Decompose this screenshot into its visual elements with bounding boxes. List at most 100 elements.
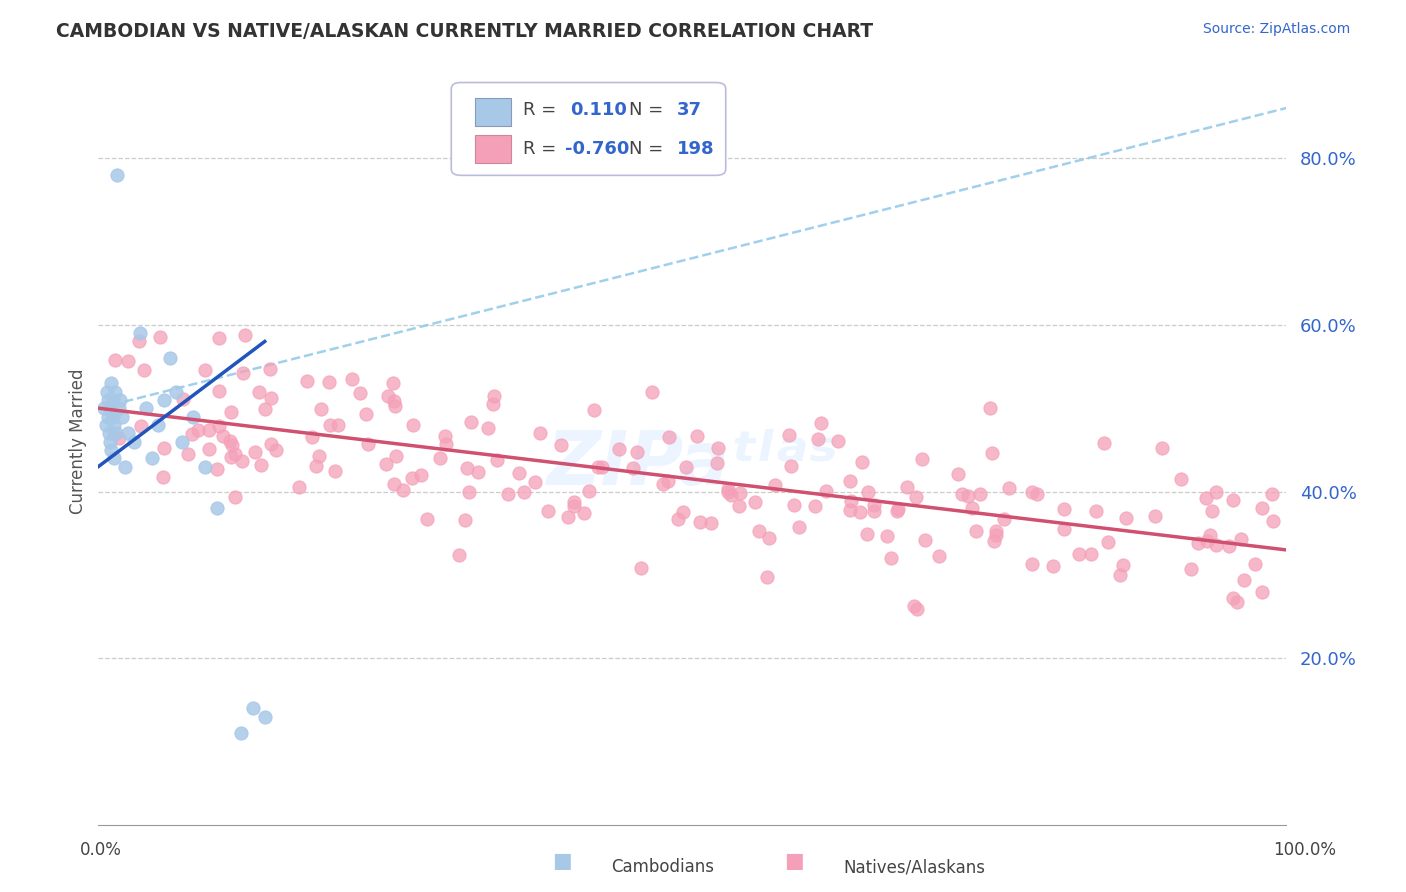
Point xyxy=(249,458,271,472)
Point xyxy=(666,511,689,525)
Point xyxy=(965,524,987,538)
Text: Cambodians: Cambodians xyxy=(612,858,714,876)
Point xyxy=(194,459,217,474)
Point xyxy=(221,405,243,419)
Point xyxy=(562,495,585,509)
Point xyxy=(946,467,969,482)
Text: ■: ■ xyxy=(785,851,804,871)
Text: N =: N = xyxy=(630,101,664,119)
Point xyxy=(456,461,478,475)
Point xyxy=(839,494,862,508)
Point xyxy=(641,385,664,400)
Point xyxy=(886,504,908,518)
Point xyxy=(114,459,136,474)
Point xyxy=(100,376,122,391)
Point xyxy=(208,384,231,398)
Point xyxy=(1222,493,1244,508)
Point xyxy=(856,527,879,541)
Point xyxy=(969,486,991,500)
Point xyxy=(135,401,157,416)
Point xyxy=(1053,501,1076,516)
Point xyxy=(326,417,349,432)
Point xyxy=(232,366,254,380)
Point xyxy=(382,477,405,491)
Point xyxy=(101,392,124,407)
Point xyxy=(863,504,886,518)
Point xyxy=(100,405,122,419)
Point xyxy=(780,459,803,474)
Point xyxy=(887,502,910,516)
Point xyxy=(537,503,560,517)
Point xyxy=(159,351,181,366)
Point xyxy=(1067,547,1090,561)
Point xyxy=(323,464,346,478)
Text: CAMBODIAN VS NATIVE/ALASKAN CURRENTLY MARRIED CORRELATION CHART: CAMBODIAN VS NATIVE/ALASKAN CURRENTLY MA… xyxy=(56,22,873,41)
Text: 37: 37 xyxy=(678,101,702,119)
Point xyxy=(467,465,489,479)
Point xyxy=(630,561,652,575)
Point xyxy=(177,447,200,461)
FancyBboxPatch shape xyxy=(475,136,510,162)
Point xyxy=(416,512,439,526)
Point xyxy=(264,443,287,458)
Point xyxy=(607,442,630,457)
Point xyxy=(562,499,585,513)
Point xyxy=(381,376,404,391)
Point xyxy=(1205,538,1227,552)
Point xyxy=(1230,532,1253,546)
Point xyxy=(758,532,780,546)
Point xyxy=(588,460,610,475)
Point xyxy=(482,389,505,403)
Point xyxy=(986,528,1008,542)
Point xyxy=(950,487,973,501)
Point xyxy=(434,437,457,451)
Point xyxy=(187,423,209,437)
Point xyxy=(810,416,832,430)
Point xyxy=(1053,522,1076,536)
Point xyxy=(429,450,451,465)
Point xyxy=(103,451,125,466)
Point xyxy=(134,363,156,377)
FancyBboxPatch shape xyxy=(451,83,725,176)
Point xyxy=(1233,574,1256,588)
Point xyxy=(1205,485,1227,500)
Point xyxy=(748,524,770,539)
Point xyxy=(382,393,405,408)
Point xyxy=(983,533,1005,548)
Point xyxy=(905,601,928,615)
Point xyxy=(557,510,579,524)
Point xyxy=(149,330,172,344)
Point xyxy=(107,168,129,182)
Point xyxy=(295,374,318,388)
Text: 0.0%: 0.0% xyxy=(80,840,122,858)
Point xyxy=(717,485,740,500)
Point xyxy=(104,353,127,368)
Point xyxy=(1143,509,1166,524)
Point xyxy=(207,501,229,516)
Point xyxy=(224,490,246,504)
Point xyxy=(803,499,825,513)
Point xyxy=(1218,539,1240,553)
Point xyxy=(1115,510,1137,524)
Point xyxy=(574,506,596,520)
Point xyxy=(212,429,235,443)
Point xyxy=(458,484,481,499)
Point xyxy=(815,483,838,498)
Point xyxy=(107,401,129,416)
Point xyxy=(880,550,903,565)
Point xyxy=(97,392,120,407)
Point xyxy=(385,449,408,463)
Point xyxy=(245,445,267,459)
Point xyxy=(763,478,786,492)
Point xyxy=(93,401,115,416)
Point xyxy=(454,513,477,527)
Text: -0.760: -0.760 xyxy=(565,140,630,158)
Point xyxy=(288,480,311,494)
Point xyxy=(578,483,600,498)
Point xyxy=(482,397,505,411)
Point xyxy=(960,500,983,515)
Point xyxy=(247,385,270,400)
Point xyxy=(194,363,217,377)
Point xyxy=(260,391,283,405)
Point xyxy=(103,426,125,441)
